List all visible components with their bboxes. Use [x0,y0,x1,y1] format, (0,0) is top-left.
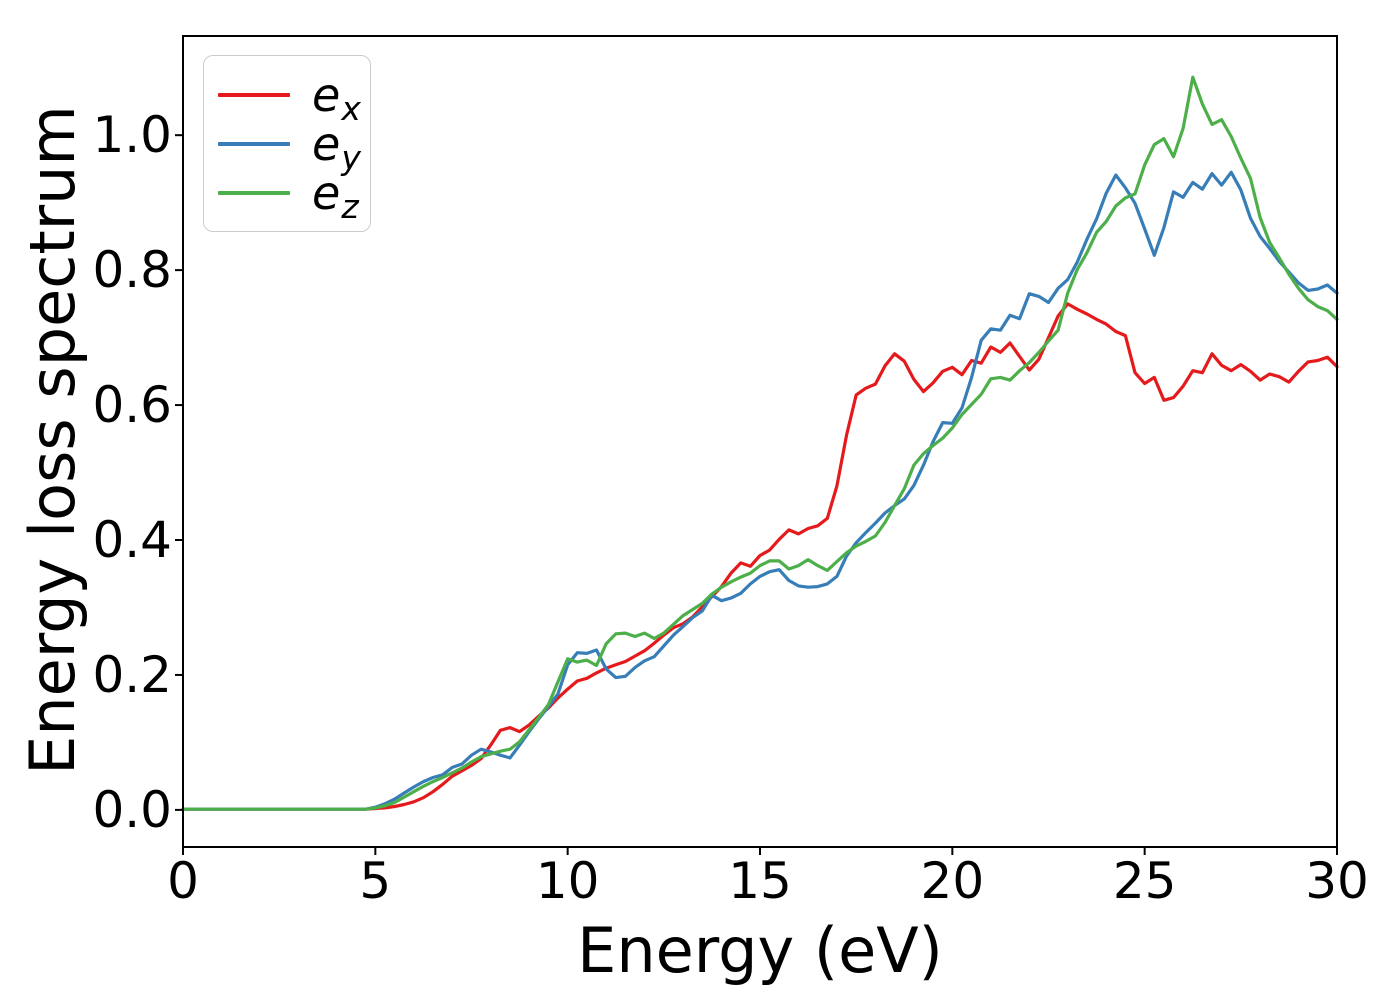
x-tick-label: 30 [1305,852,1369,910]
legend-label-subscript: z [341,186,359,226]
legend-label-e_y: ey [312,121,361,174]
legend-label-subscript: x [341,88,361,128]
legend-label-subscript: y [341,137,361,177]
y-tick-label: 0.6 [92,376,172,435]
x-axis-label: Energy (eV) [577,914,943,987]
x-tick-label: 5 [359,852,392,910]
legend-handle-e_z [218,190,290,195]
legend-item-e_z: ez [218,168,359,223]
legend-label-base: e [312,165,341,220]
x-tick-label: 15 [728,852,792,910]
legend-handle-e_x [218,92,290,97]
legend-label-e_x: ex [312,72,361,125]
legend-item-e_x: ex [218,70,361,125]
y-tick-label: 0.8 [92,241,172,300]
legend-item-e_y: ey [218,119,361,174]
series-line-e_z [181,75,1339,811]
legend-label-base: e [312,67,341,122]
legend-handle-e_y [218,141,290,146]
legend-label-e_z: ez [312,170,359,223]
series-line-e_x [181,302,1339,811]
y-tick-label: 0.4 [92,511,172,569]
legend-label-base: e [312,116,341,171]
x-tick-label: 0 [167,852,199,910]
x-tick-label: 20 [920,852,985,910]
y-tick-label: 0.0 [92,780,172,839]
y-tick-label: 0.2 [92,645,172,704]
y-tick-label: 1.0 [92,106,172,165]
x-tick-label: 25 [1112,852,1177,910]
x-tick-label: 10 [535,852,600,910]
legend: ex ey ez [203,55,371,232]
series-line-e_y [181,170,1339,811]
